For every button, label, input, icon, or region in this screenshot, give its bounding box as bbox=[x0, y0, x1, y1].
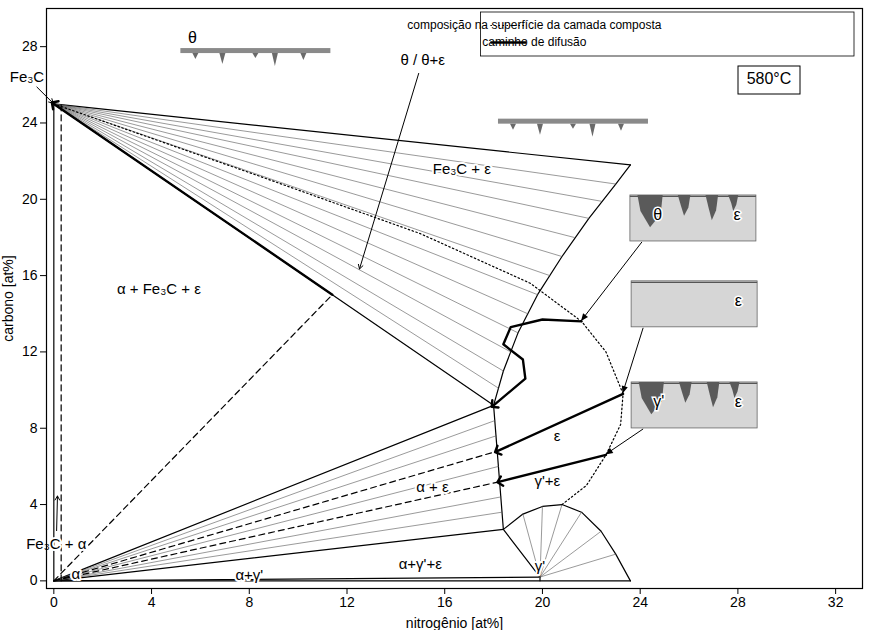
svg-text:ε: ε bbox=[735, 393, 742, 410]
svg-text:28: 28 bbox=[730, 594, 746, 610]
svg-text:α+γ': α+γ' bbox=[235, 566, 263, 583]
svg-text:24: 24 bbox=[632, 594, 648, 610]
svg-text:0: 0 bbox=[50, 594, 58, 610]
svg-text:24: 24 bbox=[22, 114, 38, 130]
svg-text:α: α bbox=[71, 565, 80, 582]
svg-text:580°C: 580°C bbox=[747, 70, 792, 87]
svg-text:caminho de difusão: caminho de difusão bbox=[482, 35, 586, 49]
svg-text:4: 4 bbox=[148, 594, 156, 610]
svg-text:θ: θ bbox=[653, 206, 662, 223]
svg-text:composição na superfície da ca: composição na superfície da camada compo… bbox=[407, 18, 661, 32]
svg-text:32: 32 bbox=[828, 594, 844, 610]
svg-text:γ'+ε: γ'+ε bbox=[534, 472, 560, 489]
svg-text:12: 12 bbox=[22, 343, 38, 359]
svg-text:28: 28 bbox=[22, 38, 38, 54]
svg-text:8: 8 bbox=[245, 594, 253, 610]
svg-text:θ / θ+ε: θ / θ+ε bbox=[400, 51, 445, 68]
svg-text:0: 0 bbox=[30, 572, 38, 588]
svg-text:Fe₃C + α: Fe₃C + α bbox=[26, 535, 87, 552]
svg-text:nitrogênio [at%]: nitrogênio [at%] bbox=[406, 615, 503, 630]
svg-text:α+γ'+ε: α+γ'+ε bbox=[399, 554, 443, 571]
svg-text:Fe₃C: Fe₃C bbox=[10, 68, 45, 85]
svg-text:12: 12 bbox=[339, 594, 355, 610]
svg-text:20: 20 bbox=[22, 191, 38, 207]
svg-text:8: 8 bbox=[30, 420, 38, 436]
svg-text:θ: θ bbox=[188, 29, 197, 46]
svg-text:16: 16 bbox=[22, 267, 38, 283]
svg-text:16: 16 bbox=[437, 594, 453, 610]
svg-text:γ': γ' bbox=[653, 393, 664, 410]
svg-text:α + Fe₃C + ε: α + Fe₃C + ε bbox=[117, 280, 201, 297]
svg-text:ε: ε bbox=[733, 206, 740, 223]
svg-text:carbono [at%]: carbono [at%] bbox=[0, 255, 16, 341]
svg-text:4: 4 bbox=[30, 496, 38, 512]
svg-text:α + ε: α + ε bbox=[416, 478, 449, 495]
svg-text:ε: ε bbox=[735, 292, 742, 309]
svg-text:Fe₃C + ε: Fe₃C + ε bbox=[433, 160, 492, 177]
svg-text:γ': γ' bbox=[535, 557, 546, 574]
svg-text:20: 20 bbox=[535, 594, 551, 610]
svg-text:ε: ε bbox=[554, 427, 561, 444]
